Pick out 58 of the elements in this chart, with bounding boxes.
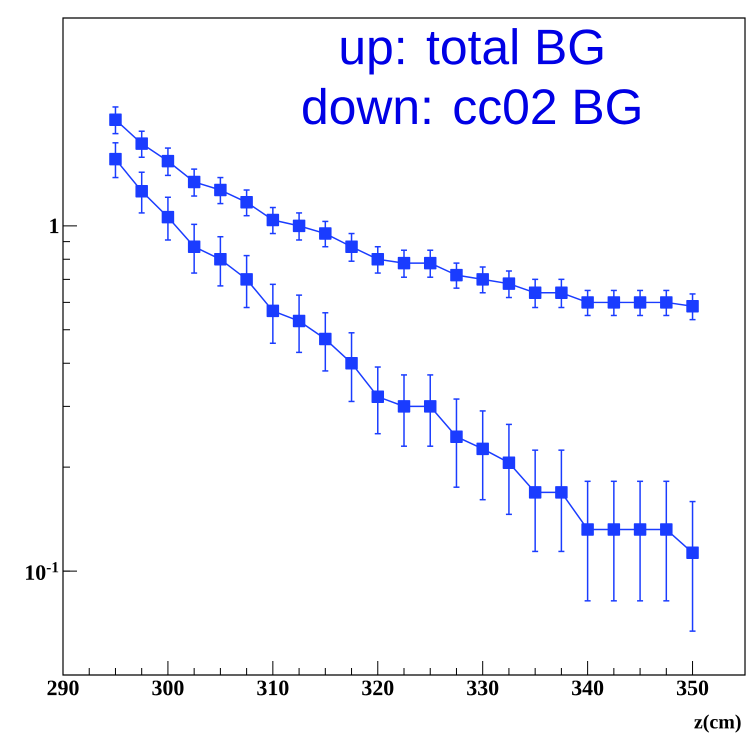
y-tick-label: 1 bbox=[50, 218, 58, 234]
point bbox=[581, 523, 594, 536]
point bbox=[424, 400, 436, 413]
point bbox=[109, 113, 122, 126]
point bbox=[555, 486, 568, 499]
point bbox=[162, 154, 174, 168]
point bbox=[372, 390, 384, 403]
point bbox=[240, 273, 253, 286]
point bbox=[109, 152, 122, 166]
point bbox=[292, 220, 306, 232]
annotation: up: total BG bbox=[342, 28, 602, 75]
point bbox=[214, 184, 227, 196]
point bbox=[135, 137, 148, 150]
point bbox=[608, 296, 620, 309]
point bbox=[528, 286, 542, 300]
x-tick-label: 350 bbox=[676, 680, 708, 696]
point bbox=[502, 277, 516, 290]
point bbox=[476, 442, 489, 456]
x-tick-label: 290 bbox=[47, 680, 79, 696]
x-tick-label: 300 bbox=[152, 680, 184, 696]
point bbox=[581, 296, 594, 309]
point bbox=[292, 314, 306, 328]
point bbox=[660, 523, 673, 536]
point bbox=[608, 523, 620, 536]
point bbox=[476, 273, 489, 286]
x-tick-label: 310 bbox=[257, 680, 288, 696]
point bbox=[319, 227, 332, 240]
point bbox=[398, 256, 410, 270]
point bbox=[502, 456, 516, 469]
point bbox=[345, 240, 358, 253]
x-tick-label: 340 bbox=[572, 680, 604, 696]
point bbox=[660, 296, 673, 309]
point bbox=[528, 486, 542, 499]
point bbox=[686, 546, 699, 560]
point bbox=[188, 240, 200, 253]
x-axis-title: z(cm) bbox=[694, 714, 741, 733]
x-tick-label: 330 bbox=[467, 680, 498, 696]
annotation: down: cc02 BG bbox=[303, 88, 640, 124]
point bbox=[240, 196, 253, 209]
point bbox=[188, 176, 200, 188]
point bbox=[266, 304, 280, 318]
point bbox=[345, 356, 358, 370]
point bbox=[634, 296, 646, 309]
point bbox=[162, 210, 174, 224]
point bbox=[135, 184, 148, 198]
point bbox=[266, 214, 280, 226]
x-tick-label: 320 bbox=[362, 680, 394, 696]
point bbox=[372, 253, 384, 266]
point bbox=[319, 332, 332, 346]
point bbox=[555, 286, 568, 300]
point bbox=[424, 256, 436, 270]
y-tick-label: 10$^{-1}$ bbox=[26, 562, 58, 580]
point bbox=[634, 523, 646, 536]
point bbox=[450, 268, 463, 282]
point bbox=[398, 400, 410, 413]
point bbox=[214, 253, 227, 266]
point bbox=[686, 300, 699, 312]
point bbox=[450, 430, 463, 443]
